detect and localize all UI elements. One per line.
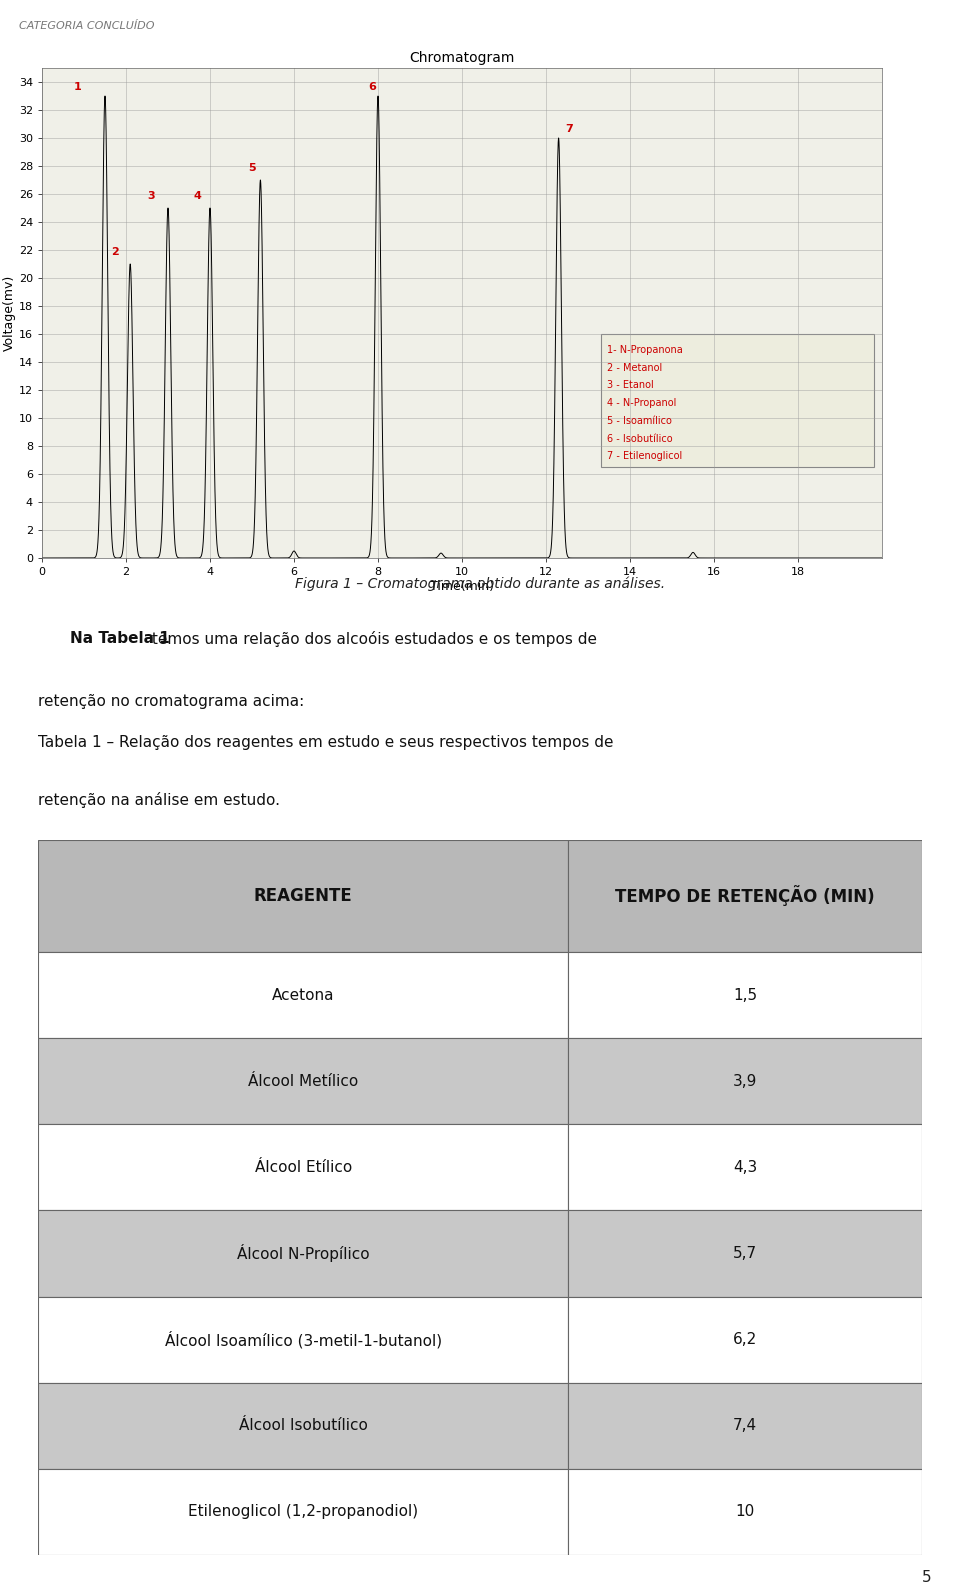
Text: 5 - Isoamílico: 5 - Isoamílico bbox=[607, 417, 672, 426]
Text: CATEGORIA CONCLUÍDO: CATEGORIA CONCLUÍDO bbox=[19, 21, 155, 30]
Bar bbox=[38, 1296, 568, 1382]
Text: 7,4: 7,4 bbox=[733, 1419, 757, 1433]
Y-axis label: Voltage(mv): Voltage(mv) bbox=[3, 275, 16, 351]
Text: Álcool Isoamílico (3-metil-1-butanol): Álcool Isoamílico (3-metil-1-butanol) bbox=[164, 1331, 442, 1349]
Text: Etilenoglicol (1,2-propanodiol): Etilenoglicol (1,2-propanodiol) bbox=[188, 1505, 419, 1519]
Bar bbox=[38, 1382, 568, 1468]
Text: 2: 2 bbox=[111, 247, 119, 257]
Bar bbox=[568, 839, 922, 951]
Text: 6: 6 bbox=[368, 81, 375, 93]
Bar bbox=[601, 334, 874, 468]
Text: Álcool Etílico: Álcool Etílico bbox=[254, 1160, 351, 1175]
Text: Figura 1 – Cromatograma obtido durante as análises.: Figura 1 – Cromatograma obtido durante a… bbox=[295, 576, 665, 591]
Text: retenção na análise em estudo.: retenção na análise em estudo. bbox=[38, 792, 280, 808]
Text: 6 - Isobutílico: 6 - Isobutílico bbox=[607, 434, 673, 444]
Bar bbox=[568, 1037, 922, 1124]
Text: retenção no cromatograma acima:: retenção no cromatograma acima: bbox=[38, 694, 304, 710]
Bar bbox=[38, 951, 568, 1037]
Text: 4: 4 bbox=[194, 192, 202, 201]
Text: REAGENTE: REAGENTE bbox=[253, 887, 352, 905]
Bar bbox=[38, 1210, 568, 1296]
Bar bbox=[568, 1468, 922, 1555]
Text: 1,5: 1,5 bbox=[733, 988, 757, 1002]
Bar bbox=[568, 1210, 922, 1296]
Text: 6,2: 6,2 bbox=[733, 1333, 757, 1347]
Title: Chromatogram: Chromatogram bbox=[409, 51, 515, 65]
Text: 5,7: 5,7 bbox=[733, 1246, 757, 1261]
Text: Acetona: Acetona bbox=[272, 988, 334, 1002]
Bar bbox=[568, 1124, 922, 1210]
Text: 1- N-Propanona: 1- N-Propanona bbox=[607, 345, 683, 354]
Text: 10: 10 bbox=[735, 1505, 755, 1519]
Text: 3 - Etanol: 3 - Etanol bbox=[607, 380, 654, 391]
Text: TEMPO DE RETENÇÃO (MIN): TEMPO DE RETENÇÃO (MIN) bbox=[615, 886, 875, 907]
Text: 5: 5 bbox=[922, 1570, 931, 1585]
Text: 7: 7 bbox=[565, 124, 573, 134]
Text: 2 - Metanol: 2 - Metanol bbox=[607, 362, 662, 373]
Text: Tabela 1 – Relação dos reagentes em estudo e seus respectivos tempos de: Tabela 1 – Relação dos reagentes em estu… bbox=[38, 734, 613, 750]
Text: 4,3: 4,3 bbox=[733, 1160, 757, 1175]
Text: 5: 5 bbox=[249, 163, 255, 172]
Bar bbox=[568, 1296, 922, 1382]
Bar bbox=[38, 1124, 568, 1210]
Text: temos uma relação dos alcoóis estudados e os tempos de: temos uma relação dos alcoóis estudados … bbox=[147, 632, 597, 648]
Bar bbox=[38, 1468, 568, 1555]
Text: Na Tabela 1: Na Tabela 1 bbox=[70, 632, 170, 646]
Text: 7 - Etilenoglicol: 7 - Etilenoglicol bbox=[607, 452, 683, 461]
Bar bbox=[38, 839, 568, 951]
Text: Álcool Isobutílico: Álcool Isobutílico bbox=[239, 1419, 368, 1433]
Bar bbox=[38, 1037, 568, 1124]
Text: 3,9: 3,9 bbox=[733, 1074, 757, 1088]
Text: 4 - N-Propanol: 4 - N-Propanol bbox=[607, 397, 676, 409]
Text: Álcool N-Propílico: Álcool N-Propílico bbox=[237, 1245, 370, 1262]
Text: 1: 1 bbox=[74, 81, 82, 93]
Text: Álcool Metílico: Álcool Metílico bbox=[248, 1074, 358, 1088]
Bar bbox=[568, 1382, 922, 1468]
X-axis label: Time(min): Time(min) bbox=[430, 579, 494, 592]
Text: 3: 3 bbox=[148, 192, 155, 201]
Bar bbox=[568, 951, 922, 1037]
